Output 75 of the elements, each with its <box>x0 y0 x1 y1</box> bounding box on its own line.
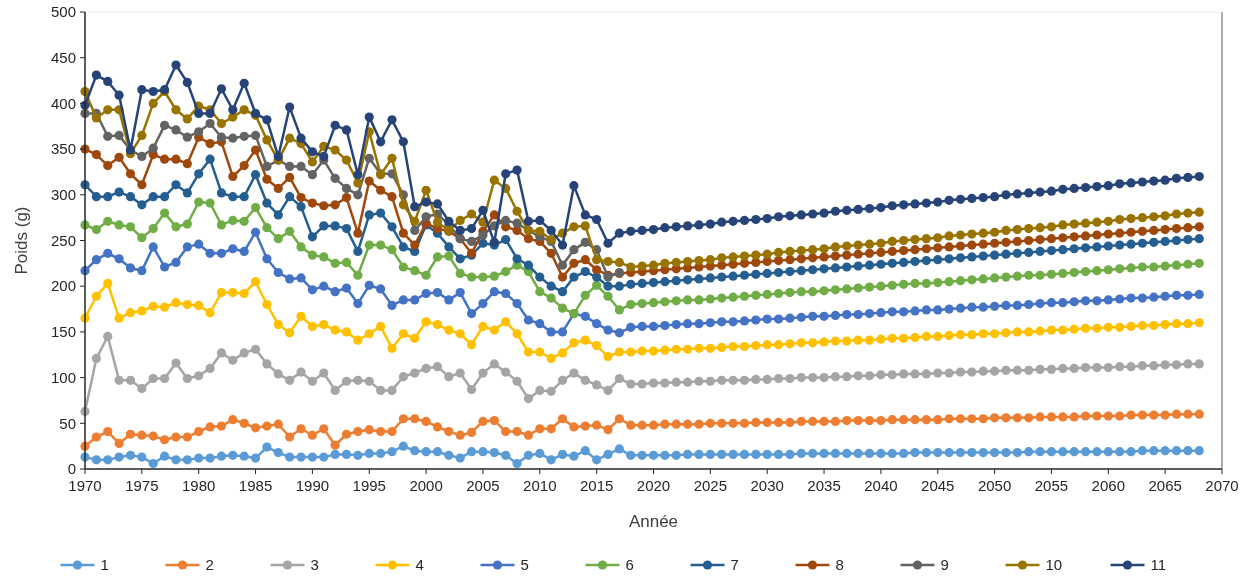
point <box>557 260 568 270</box>
point <box>307 170 317 180</box>
x-tick-label: 2070 <box>1205 477 1239 494</box>
x-tick-label: 2015 <box>579 477 614 494</box>
y-tick-label: 500 <box>50 3 76 21</box>
x-tick-label: 2000 <box>409 477 443 494</box>
x-tick-label: 2035 <box>807 477 841 494</box>
legend-label: 10 <box>1045 556 1063 574</box>
point <box>216 132 227 142</box>
legend-label: 11 <box>1150 556 1167 574</box>
point <box>182 132 192 142</box>
x-tick-label: 1995 <box>352 477 386 494</box>
point <box>262 161 272 172</box>
point <box>148 143 158 153</box>
legend-label: 5 <box>520 556 529 574</box>
point <box>364 153 374 163</box>
point <box>580 237 590 247</box>
point <box>466 236 477 247</box>
x-tick-label: 1975 <box>125 477 159 494</box>
x-tick-label: 2020 <box>636 477 671 494</box>
point <box>285 161 295 172</box>
point <box>501 215 511 225</box>
point <box>330 173 340 183</box>
x-tick-label: 2060 <box>1091 477 1125 494</box>
y-tick-label: 300 <box>50 186 76 204</box>
point <box>205 118 215 129</box>
y-tick-label: 200 <box>50 277 76 295</box>
x-tick-label: 2055 <box>1034 477 1069 494</box>
x-tick-label: 1980 <box>182 477 216 494</box>
x-tick-label: 2025 <box>693 477 728 494</box>
y-tick-label: 100 <box>50 368 76 386</box>
legend-label: 3 <box>310 556 319 574</box>
point <box>159 120 170 130</box>
x-tick-label: 2045 <box>921 477 955 494</box>
point <box>421 212 431 222</box>
x-tick-label: 2050 <box>977 477 1012 494</box>
point <box>103 131 113 141</box>
point <box>194 127 204 137</box>
point <box>410 225 420 236</box>
point <box>569 245 579 255</box>
x-tick-label: 2065 <box>1148 477 1182 494</box>
point <box>512 218 522 228</box>
y-axis-title: Poids (g) <box>12 206 31 275</box>
y-tick-label: 350 <box>50 140 76 158</box>
legend-label: 2 <box>205 556 214 574</box>
legend-label: 8 <box>835 556 844 574</box>
legend-label: 1 <box>100 556 109 574</box>
point <box>171 125 181 135</box>
point <box>296 161 306 172</box>
x-tick-label: 2040 <box>864 477 898 494</box>
x-tick-label: 1990 <box>295 477 330 494</box>
point <box>478 230 488 240</box>
legend-label: 4 <box>415 556 424 574</box>
point <box>341 183 352 193</box>
legend-label: 7 <box>730 556 739 574</box>
x-tick-label: 2010 <box>523 477 557 494</box>
point <box>239 131 249 141</box>
legend-label: 9 <box>940 556 949 574</box>
x-tick-label: 2005 <box>466 477 500 494</box>
x-tick-label: 1985 <box>238 477 273 494</box>
y-tick-label: 150 <box>50 323 76 341</box>
point <box>250 130 261 140</box>
y-tick-label: 450 <box>50 48 76 66</box>
point <box>353 190 363 200</box>
point <box>228 133 238 143</box>
x-axis-title: Année <box>628 512 679 531</box>
x-tick-label: 1970 <box>68 477 102 494</box>
legend-label: 6 <box>625 556 634 574</box>
x-tick-label: 2030 <box>750 477 784 494</box>
y-tick-label: 50 <box>59 414 76 432</box>
y-tick-label: 0 <box>67 460 76 478</box>
y-tick-label: 250 <box>50 231 76 249</box>
point <box>114 130 124 140</box>
y-tick-label: 400 <box>50 94 76 112</box>
point <box>137 151 147 162</box>
